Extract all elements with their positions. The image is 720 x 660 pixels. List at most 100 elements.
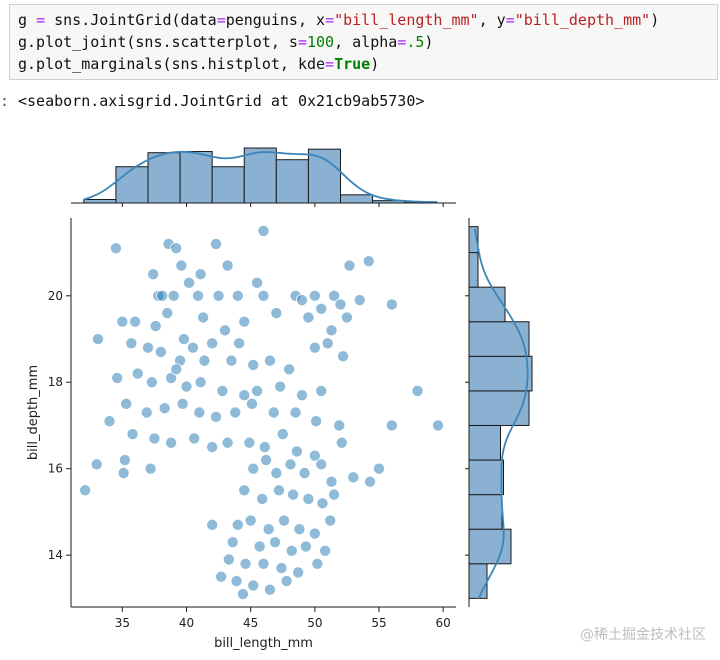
x-tick-label: 40	[179, 616, 194, 630]
scatter-point	[170, 242, 183, 255]
marginal-y-kde	[473, 228, 529, 599]
scatter-point	[310, 415, 323, 428]
scatter-point	[337, 350, 350, 363]
scatter-point	[103, 415, 116, 428]
y-tick-label: 18	[48, 375, 63, 389]
scatter-point	[321, 337, 334, 350]
scatter-point	[156, 289, 169, 302]
scatter-point	[276, 428, 289, 441]
scatter-point	[176, 397, 189, 410]
code-cell[interactable]: g = sns.JointGrid(data=penguins, x="bill…	[9, 4, 718, 80]
scatter-point	[308, 341, 321, 354]
scatter-point	[292, 566, 305, 579]
scatter-point	[154, 345, 167, 358]
scatter-point	[293, 523, 306, 536]
scatter-point	[347, 471, 360, 484]
output-text: <seaborn.axisgrid.JointGrid at 0x21cb9ab…	[18, 92, 425, 110]
scatter-point	[206, 518, 219, 531]
scatter-point	[343, 259, 356, 272]
scatter-point	[333, 419, 346, 432]
scatter-point	[226, 536, 239, 549]
scatter-point	[275, 562, 288, 575]
scatter-point	[262, 523, 275, 536]
scatter-point	[218, 324, 231, 337]
scatter-point	[222, 553, 235, 566]
scatter-point	[311, 557, 324, 570]
scatter-point	[257, 557, 270, 570]
scatter-point	[411, 384, 424, 397]
scatter-point	[117, 467, 130, 480]
scatter-point	[328, 289, 341, 302]
scatter-point	[315, 458, 328, 471]
y-tick-label: 16	[48, 462, 63, 476]
scatter-point	[230, 575, 243, 588]
scatter-point	[315, 384, 328, 397]
scatter-point	[362, 255, 375, 268]
scatter-point	[239, 557, 252, 570]
scatter-point	[324, 514, 337, 527]
marginal-y-bar	[468, 494, 503, 530]
scatter-point	[221, 259, 234, 272]
scatter-point	[109, 242, 122, 255]
marginal-y-bar	[468, 459, 504, 496]
scatter-point	[225, 354, 238, 367]
y-tick-label: 14	[48, 548, 63, 562]
watermark: @稀土掘金技术社区	[580, 627, 706, 643]
scatter-point	[270, 307, 283, 320]
scatter-point	[269, 536, 282, 549]
scatter-point	[308, 449, 321, 462]
scatter-point	[284, 458, 297, 471]
x-tick-label: 35	[115, 616, 130, 630]
scatter-point	[192, 289, 205, 302]
scatter-point	[144, 462, 157, 475]
scatter-point	[120, 397, 133, 410]
marginal-y-bar	[468, 321, 530, 357]
y-axis-label: bill_depth_mm	[26, 365, 41, 460]
scatter-point	[90, 458, 103, 471]
x-axis-label: bill_length_mm	[214, 636, 313, 651]
scatter-point	[285, 544, 298, 557]
scatter-point	[385, 298, 398, 311]
scatter-point	[118, 454, 131, 467]
scatter-point	[353, 294, 366, 307]
scatter-point	[247, 462, 260, 475]
scatter-point	[238, 315, 251, 328]
scatter-point	[247, 579, 260, 592]
scatter-point	[253, 540, 266, 553]
code-line-2: g.plot_joint(sns.scatterplot, s=100, alp…	[18, 33, 434, 51]
scatter-point	[364, 475, 377, 488]
scatter-point	[221, 436, 234, 449]
x-tick-label: 45	[243, 616, 258, 630]
marginal-x-bar	[340, 194, 374, 204]
scatter-point	[194, 268, 207, 281]
scatter-point	[116, 315, 129, 328]
scatter-point	[308, 527, 321, 540]
marginal-y-bar	[468, 390, 530, 426]
scatter-point	[258, 441, 271, 454]
scatter-point	[125, 337, 138, 350]
scatter-point	[215, 570, 228, 583]
scatter-point	[272, 484, 285, 497]
scatter-point	[263, 583, 276, 596]
scatter-point	[180, 380, 193, 393]
scatter-point	[231, 518, 244, 531]
scatter-point	[283, 363, 296, 376]
scatter-point	[198, 354, 211, 367]
marginal-x-bar	[179, 151, 213, 204]
scatter-point	[280, 575, 293, 588]
scatter-point	[270, 467, 283, 480]
scatter-point	[206, 441, 219, 454]
scatter-point	[260, 454, 273, 467]
scatter-point	[183, 276, 196, 289]
scatter-point	[257, 224, 270, 237]
scatter-point	[289, 406, 302, 419]
scatter-point	[216, 384, 229, 397]
x-tick-label: 60	[436, 616, 451, 630]
scatter-point	[140, 406, 153, 419]
scatter-point	[315, 302, 328, 315]
scatter-point	[372, 462, 385, 475]
axes: 35 40 45 50 55 60 14 16 18 20 bill_length_mm bill_d…	[26, 203, 469, 651]
scatter-point	[175, 259, 188, 272]
scatter-point	[129, 315, 142, 328]
scatter-point	[244, 514, 257, 527]
